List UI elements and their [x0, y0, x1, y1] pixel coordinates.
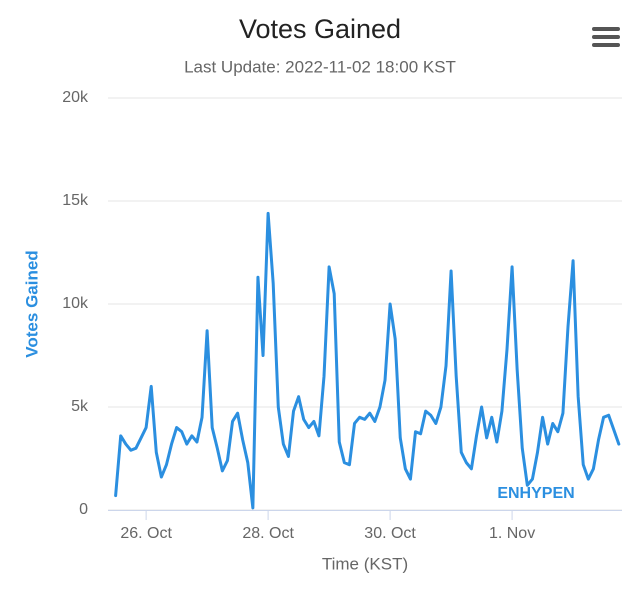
x-tick-label: 26. Oct: [120, 525, 172, 542]
menu-bar: [592, 43, 620, 47]
series-label: ENHYPEN: [497, 485, 574, 502]
y-axis-title: Votes Gained: [22, 250, 41, 357]
menu-button[interactable]: [590, 24, 622, 52]
chart-subtitle: Last Update: 2022-11-02 18:00 KST: [184, 57, 456, 76]
y-tick-label: 15k: [62, 192, 89, 209]
x-tick-label: 1. Nov: [489, 525, 535, 542]
y-tick-label: 10k: [62, 295, 89, 312]
x-tick-label: 30. Oct: [364, 525, 416, 542]
y-tick-label: 5k: [71, 398, 89, 415]
series-line: [114, 211, 621, 510]
y-tick-label: 0: [79, 501, 88, 518]
x-tick-label: 28. Oct: [242, 525, 294, 542]
menu-bar: [592, 27, 620, 31]
y-tick-label: 20k: [62, 89, 89, 106]
menu-bar: [592, 35, 620, 39]
chart-title: Votes Gained: [239, 14, 401, 44]
x-axis-title: Time (KST): [322, 554, 408, 573]
